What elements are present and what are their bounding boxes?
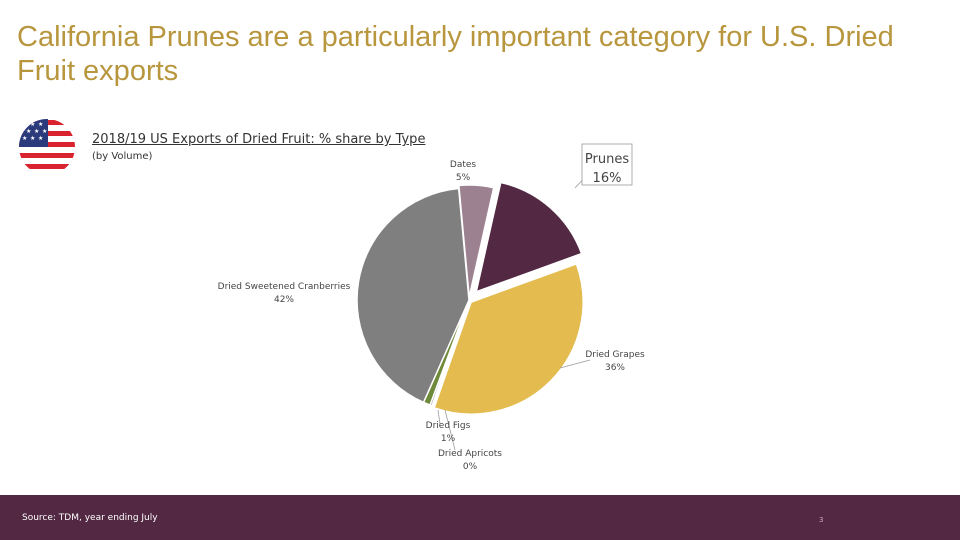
page-number: 3	[819, 516, 824, 524]
slice-value-dried-figs: 1%	[441, 434, 456, 444]
label-box-prunes	[581, 143, 633, 186]
slice-value-dates: 5%	[456, 173, 471, 183]
svg-text:★: ★	[38, 121, 43, 128]
page-title: California Prunes are a particularly imp…	[17, 21, 894, 87]
svg-text:★: ★	[34, 128, 39, 135]
leader-line-dried-grapes	[559, 359, 591, 369]
svg-text:★: ★	[30, 135, 35, 142]
source-note: Source: TDM, year ending July	[22, 513, 158, 523]
svg-text:★: ★	[42, 128, 47, 135]
slice-value-prunes: 16%	[593, 171, 622, 186]
pie-slice-dried-grapes	[433, 262, 584, 415]
slice-label-prunes: Prunes	[585, 152, 629, 167]
svg-text:★: ★	[30, 121, 35, 128]
pie-slice-prunes	[475, 181, 583, 293]
svg-text:★: ★	[22, 135, 27, 142]
leader-line-dried-apricots	[444, 409, 456, 451]
svg-text:★: ★	[26, 128, 31, 135]
slice-label-dried-apricots: Dried Apricots	[438, 449, 502, 459]
slice-value-dried-sweetened-cranberries: 42%	[274, 295, 294, 305]
chart-title: 2018/19 US Exports of Dried Fruit: % sha…	[92, 132, 426, 147]
pie-chart: Prunes 16% Dried Grapes 36% Dried Apricots 0%…	[218, 143, 645, 472]
us-flag-icon: ★ ★ ★ ★ ★ ★ ★ ★ ★	[19, 119, 75, 175]
svg-text:★: ★	[38, 135, 43, 142]
slice-value-dried-grapes: 36%	[605, 363, 625, 373]
slice-value-dried-apricots: 0%	[463, 462, 478, 472]
slice-label-dates: Dates	[450, 160, 477, 170]
chart-subtitle: (by Volume)	[92, 151, 153, 162]
leader-line-dried-figs	[437, 409, 441, 425]
footer-bar: Source: TDM, year ending July 3	[0, 495, 960, 540]
slice-label-dried-grapes: Dried Grapes	[585, 350, 645, 360]
slice-label-dried-figs: Dried Figs	[426, 421, 471, 431]
pie-slice-dried-sweetened-cranberries	[356, 187, 470, 404]
slice-label-dried-sweetened-cranberries: Dried Sweetened Cranberries	[218, 282, 351, 292]
pie-slice-dates	[458, 184, 495, 298]
